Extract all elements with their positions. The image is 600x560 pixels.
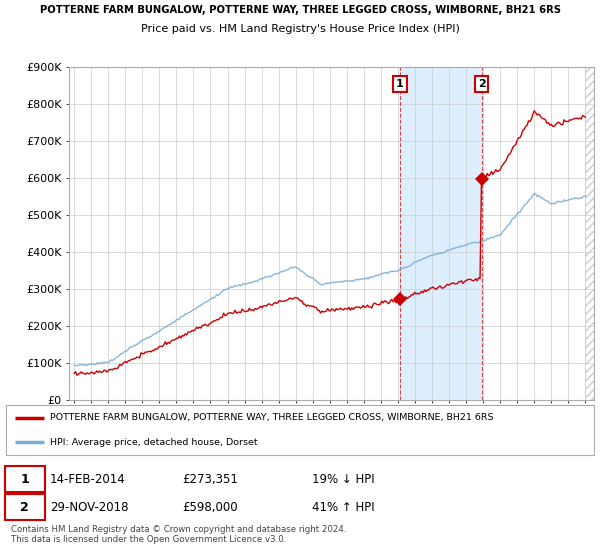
FancyBboxPatch shape: [5, 466, 45, 492]
Text: 2: 2: [20, 501, 29, 514]
FancyBboxPatch shape: [5, 494, 45, 520]
Text: 19% ↓ HPI: 19% ↓ HPI: [312, 473, 374, 486]
Text: POTTERNE FARM BUNGALOW, POTTERNE WAY, THREE LEGGED CROSS, WIMBORNE, BH21 6RS: POTTERNE FARM BUNGALOW, POTTERNE WAY, TH…: [50, 413, 494, 422]
FancyBboxPatch shape: [6, 405, 594, 455]
Text: POTTERNE FARM BUNGALOW, POTTERNE WAY, THREE LEGGED CROSS, WIMBORNE, BH21 6RS: POTTERNE FARM BUNGALOW, POTTERNE WAY, TH…: [40, 5, 560, 15]
Text: Price paid vs. HM Land Registry's House Price Index (HPI): Price paid vs. HM Land Registry's House …: [140, 24, 460, 34]
Text: Contains HM Land Registry data © Crown copyright and database right 2024.
This d: Contains HM Land Registry data © Crown c…: [11, 525, 346, 544]
Text: 14-FEB-2014: 14-FEB-2014: [50, 473, 126, 486]
Text: £273,351: £273,351: [182, 473, 238, 486]
Text: £598,000: £598,000: [182, 501, 238, 514]
Text: 29-NOV-2018: 29-NOV-2018: [50, 501, 128, 514]
Text: 1: 1: [20, 473, 29, 486]
Text: HPI: Average price, detached house, Dorset: HPI: Average price, detached house, Dors…: [50, 438, 258, 447]
Text: 41% ↑ HPI: 41% ↑ HPI: [312, 501, 374, 514]
Text: 2: 2: [478, 79, 486, 89]
Text: 1: 1: [396, 79, 404, 89]
